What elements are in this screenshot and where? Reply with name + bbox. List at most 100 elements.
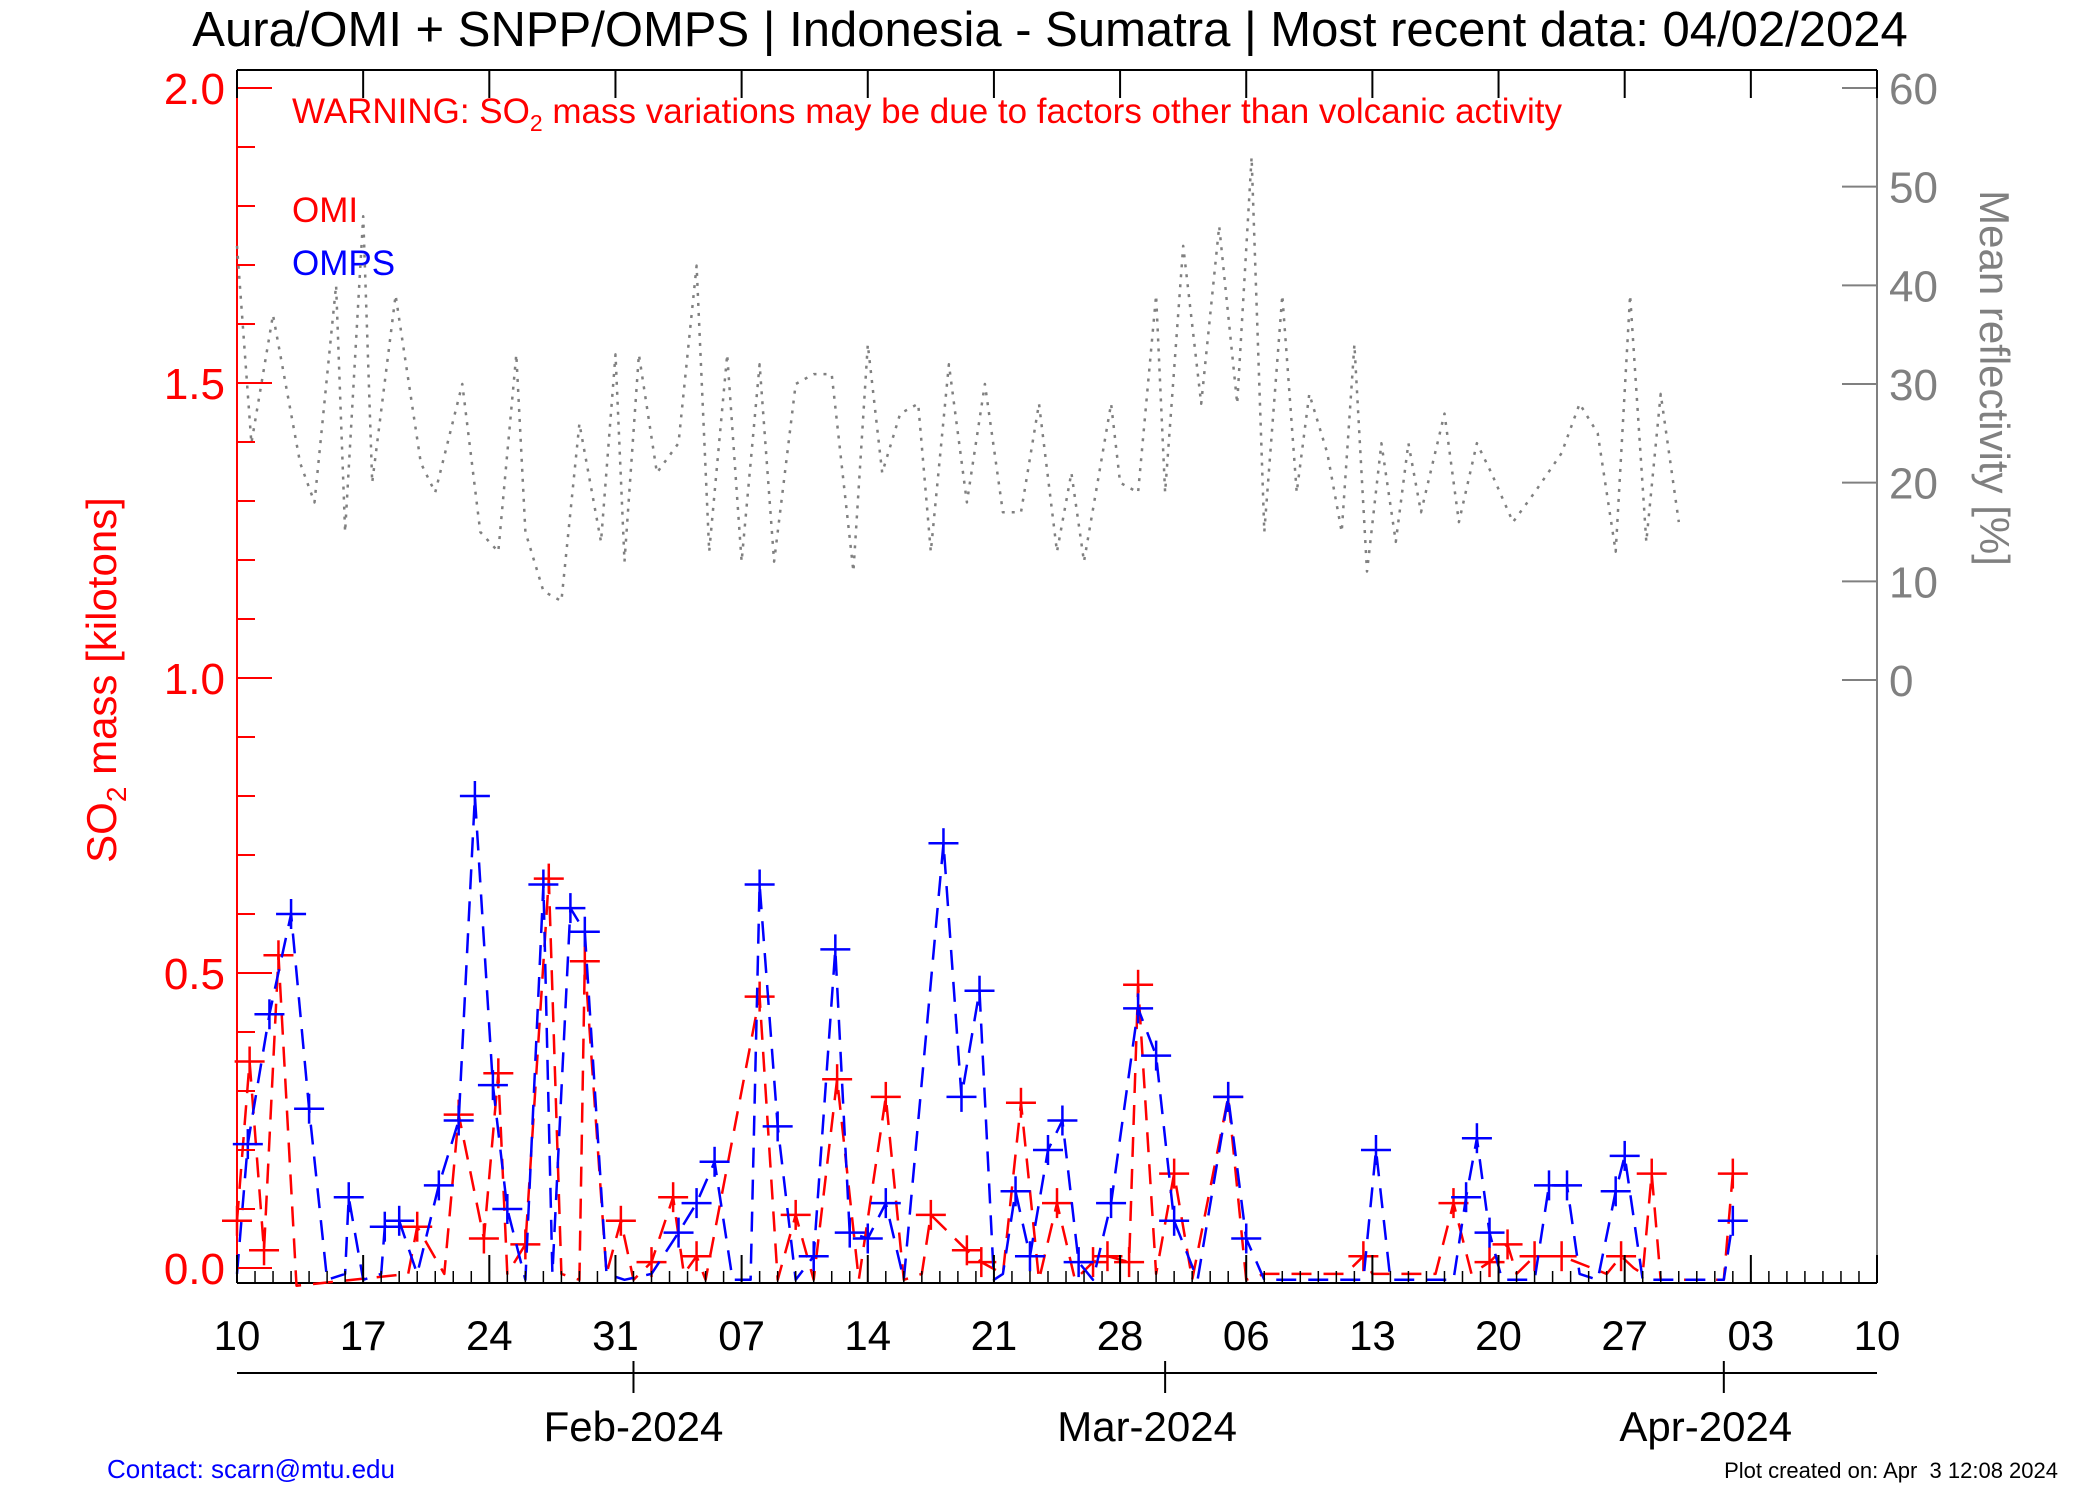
data-point-omi bbox=[483, 1058, 514, 1089]
data-point-omps bbox=[555, 893, 586, 924]
data-point-omi bbox=[1492, 1229, 1523, 1260]
series-line-mean-reflectivity bbox=[235, 155, 1681, 603]
data-point-omps bbox=[232, 1129, 263, 1160]
x-tick-label: 24 bbox=[466, 1312, 513, 1359]
warning-prefix: WARNING: SO bbox=[292, 92, 530, 131]
data-point-omps bbox=[1461, 1123, 1492, 1154]
data-point-omi bbox=[1159, 1158, 1190, 1189]
x-tick-label: 28 bbox=[1097, 1312, 1144, 1359]
y-axis-label: SO2 mass [kilotons] bbox=[78, 497, 132, 863]
x-tick-label: 17 bbox=[340, 1312, 387, 1359]
data-point-omps bbox=[333, 1182, 364, 1213]
data-point-omi bbox=[822, 1064, 853, 1095]
y2-tick-label: 40 bbox=[1889, 262, 1938, 311]
x-tick-label: 31 bbox=[592, 1312, 639, 1359]
data-point-omi bbox=[605, 1205, 636, 1236]
data-point-omi bbox=[1717, 1158, 1748, 1189]
y-tick-label: 1.5 bbox=[164, 360, 225, 409]
data-point-omi bbox=[658, 1182, 689, 1213]
x-tick-label: 13 bbox=[1349, 1312, 1396, 1359]
data-point-omps bbox=[1159, 1205, 1190, 1236]
data-point-omi bbox=[1005, 1087, 1036, 1118]
data-point-omi bbox=[1438, 1188, 1469, 1219]
data-point-omps bbox=[852, 1223, 883, 1254]
data-point-omps bbox=[492, 1194, 523, 1224]
data-point-omps bbox=[1552, 1170, 1583, 1201]
x-tick-label: 03 bbox=[1727, 1312, 1774, 1359]
data-point-omps bbox=[681, 1188, 712, 1219]
data-point-omi bbox=[1636, 1158, 1667, 1189]
data-point-omps bbox=[384, 1205, 415, 1236]
x-tick-label: 07 bbox=[718, 1312, 765, 1359]
data-point-omps bbox=[834, 1217, 865, 1248]
data-point-omps bbox=[459, 781, 490, 811]
y-tick-label: 0.5 bbox=[164, 950, 225, 999]
data-point-omps bbox=[744, 869, 775, 900]
y2-tick-label: 60 bbox=[1889, 65, 1938, 114]
ylabel-subscript: 2 bbox=[101, 787, 132, 803]
data-point-omi bbox=[263, 940, 294, 971]
data-point-omps bbox=[443, 1105, 474, 1136]
data-point-omi bbox=[1042, 1188, 1072, 1219]
data-point-omi bbox=[234, 1046, 265, 1077]
series-line-omi bbox=[235, 877, 1735, 1287]
chart-title: Aura/OMI + SNPP/OMPS | Indonesia - Sumat… bbox=[192, 3, 1907, 57]
x-tick-label: 27 bbox=[1601, 1312, 1648, 1359]
axes-layer bbox=[236, 69, 1878, 1374]
data-point-omps bbox=[1451, 1182, 1482, 1213]
data-point-omi bbox=[468, 1223, 499, 1254]
data-point-omi bbox=[744, 981, 775, 1012]
y-tick-label: 1.0 bbox=[164, 655, 225, 704]
y-tick-label: 0.0 bbox=[164, 1245, 225, 1294]
y2-tick-label: 30 bbox=[1889, 361, 1938, 410]
data-point-omi bbox=[915, 1199, 946, 1230]
data-point-omi bbox=[681, 1241, 712, 1272]
data-point-omps bbox=[820, 934, 851, 965]
data-point-omps bbox=[477, 1070, 508, 1101]
legend-omps: OMPS bbox=[292, 244, 395, 283]
series-layer bbox=[222, 155, 1748, 1287]
data-point-omps bbox=[1014, 1241, 1045, 1272]
ylabel-suffix: mass [kilotons] bbox=[78, 497, 125, 786]
data-point-omps bbox=[1141, 1040, 1172, 1071]
contact-text[interactable]: Contact: scarn@mtu.edu bbox=[107, 1454, 395, 1484]
data-point-omi bbox=[533, 863, 564, 894]
ylabel-prefix: SO bbox=[78, 802, 125, 863]
data-point-omps bbox=[964, 975, 995, 1006]
month-label: Apr-2024 bbox=[1619, 1403, 1792, 1450]
data-point-omps bbox=[1360, 1135, 1391, 1165]
y2-tick-label: 50 bbox=[1889, 164, 1938, 213]
data-point-omps bbox=[254, 999, 285, 1030]
ticks-layer: 0.0 0.5 1.0 1.5 2.0 0 10 20 30 40 50 60 10 17 24 31 07 14… bbox=[164, 65, 1938, 1450]
data-point-omi bbox=[780, 1199, 811, 1230]
data-point-omps bbox=[528, 869, 559, 900]
x-tick-label: 06 bbox=[1223, 1312, 1270, 1359]
data-point-omps bbox=[369, 1211, 400, 1242]
data-point-omps bbox=[762, 1111, 793, 1142]
y-tick-label: 2.0 bbox=[164, 65, 225, 114]
data-point-omps bbox=[870, 1188, 901, 1219]
data-point-omi bbox=[402, 1211, 433, 1242]
data-point-omps bbox=[423, 1170, 454, 1201]
data-point-omps bbox=[1717, 1205, 1748, 1236]
data-point-omi bbox=[1114, 1247, 1145, 1278]
x-tick-label: 14 bbox=[844, 1312, 891, 1359]
data-point-omps bbox=[1609, 1140, 1640, 1171]
warning-subscript: 2 bbox=[530, 110, 543, 136]
x-tick-label: 10 bbox=[214, 1312, 261, 1359]
warning-text: WARNING: SO2 mass variations may be due … bbox=[292, 92, 1563, 136]
y2-axis-label: Mean reflectivity [%] bbox=[1971, 190, 2018, 566]
legend-omi: OMI bbox=[292, 191, 358, 230]
data-point-omi bbox=[510, 1229, 541, 1260]
data-point-omps bbox=[1000, 1176, 1031, 1207]
data-point-omps bbox=[1032, 1135, 1063, 1165]
data-point-omps bbox=[294, 1093, 325, 1124]
data-point-omps bbox=[1063, 1247, 1094, 1278]
x-tick-label: 21 bbox=[971, 1312, 1018, 1359]
data-point-omi bbox=[1546, 1241, 1577, 1272]
data-point-omps bbox=[1123, 993, 1154, 1024]
data-point-omi bbox=[1519, 1241, 1550, 1272]
y2-tick-label: 10 bbox=[1889, 558, 1938, 607]
data-point-omps bbox=[928, 828, 959, 859]
